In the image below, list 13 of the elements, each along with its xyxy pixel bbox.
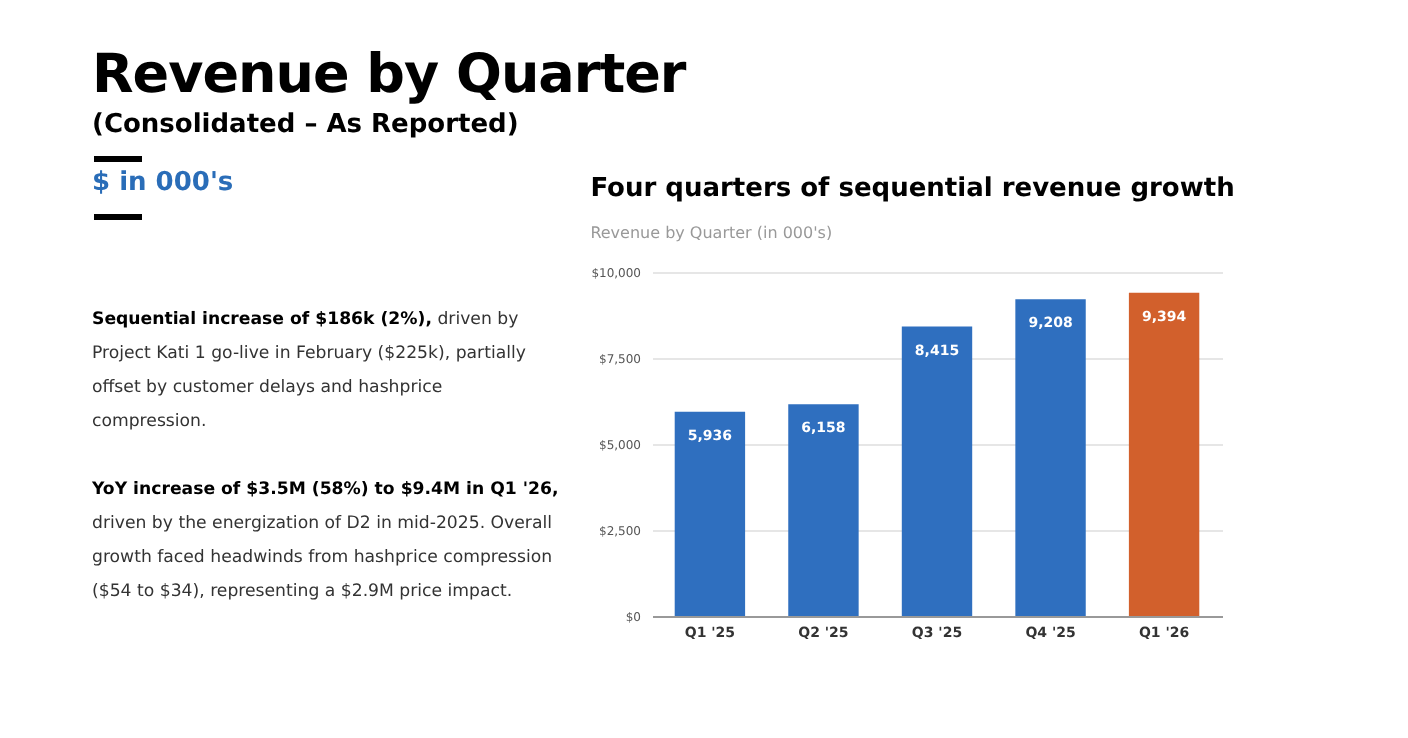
text: Four quarters of sequential revenue growth — [590, 174, 1235, 204]
text: YoY increase of $3.5M (58%) to $9.4M in Q1 '26, — [92, 480, 559, 500]
text: $ in 000's — [92, 168, 234, 198]
chart-title: Revenue by Quarter — [92, 44, 686, 106]
bar — [1128, 292, 1200, 616]
bar — [674, 411, 746, 616]
text: Sequential increase of $186k (2%), — [92, 310, 432, 330]
text: driven by the energization of D2 in mid-2025. Overall growth faced headwinds from hashprice compression ($54 to $34), representing a $2.9M price impact. — [92, 514, 553, 602]
bar — [901, 326, 973, 616]
bar — [788, 404, 859, 616]
text: Revenue by Quarter (in 000's) — [590, 224, 833, 242]
bar — [1015, 299, 1086, 616]
text: (Consolidated – As Reported) — [92, 110, 519, 140]
